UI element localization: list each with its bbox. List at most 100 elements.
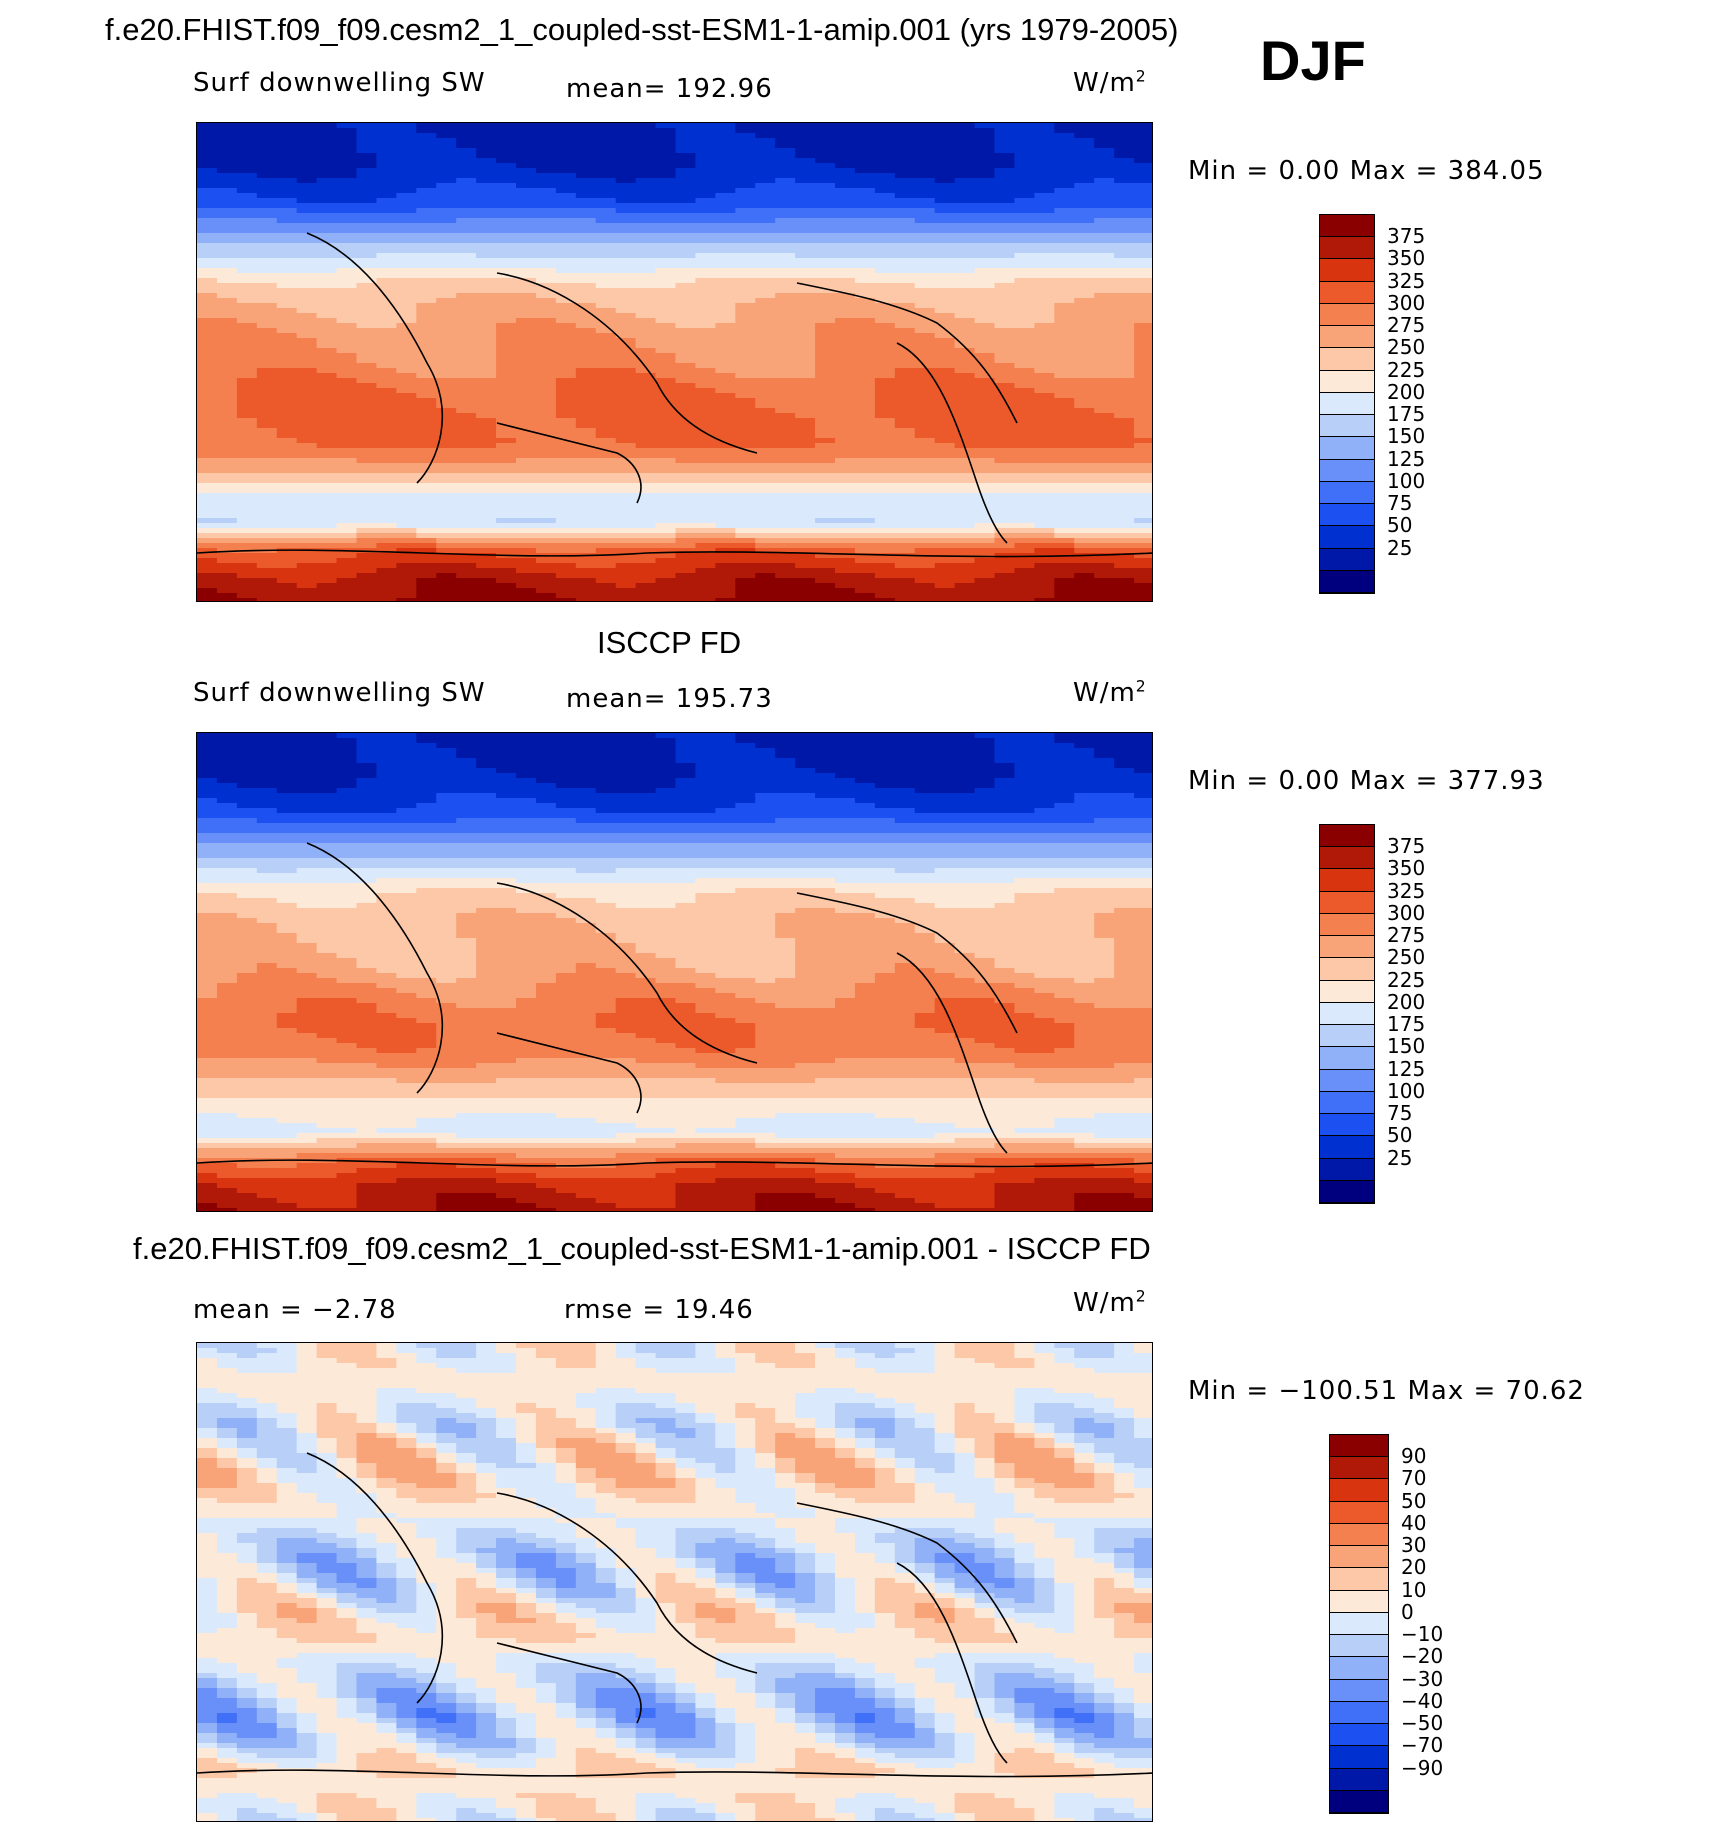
map-cell (396, 143, 417, 149)
map-cell (874, 368, 896, 374)
map-cell (296, 763, 318, 769)
map-cell (854, 578, 876, 584)
map-cell (735, 163, 756, 169)
colorbar-box (1320, 348, 1374, 371)
map-cell (416, 208, 437, 214)
map-cell (795, 123, 816, 129)
map-cell (615, 133, 637, 139)
map-cell (256, 178, 278, 184)
map-cell (236, 198, 258, 204)
map-cell (256, 223, 278, 229)
map-cell (815, 518, 836, 524)
map-cell (994, 298, 1016, 304)
map-cell (336, 563, 358, 569)
map-cell (555, 163, 577, 169)
map-cell (635, 373, 657, 379)
map-cell (835, 258, 856, 264)
map-cell (1074, 358, 1095, 364)
map-cell (735, 758, 756, 764)
map-cell (1014, 378, 1035, 384)
map-cell (1034, 528, 1055, 534)
map-cell (715, 263, 736, 269)
map-cell (655, 308, 677, 314)
map-cell (535, 518, 557, 524)
map-cell (835, 333, 856, 339)
map-cell (416, 463, 437, 469)
map-cell (1114, 188, 1135, 194)
map-cell (735, 468, 756, 474)
map-cell (276, 278, 298, 284)
map-cell (535, 198, 557, 204)
map-cell (635, 753, 657, 759)
map-cell (815, 373, 836, 379)
map-cell (336, 538, 358, 544)
coastline (496, 272, 758, 454)
map-cell (496, 158, 517, 164)
map-cell (436, 428, 457, 434)
map-cell (954, 148, 976, 154)
map-cell (854, 753, 876, 759)
map-cell (316, 183, 338, 189)
map-cell (1134, 473, 1152, 479)
map-cell (695, 503, 716, 509)
map-cell (695, 543, 716, 549)
map-cell (376, 748, 397, 754)
map-cell (1074, 318, 1095, 324)
map-cell (535, 498, 557, 504)
map-cell (416, 143, 437, 149)
map-cell (356, 143, 378, 149)
map-cell (994, 433, 1016, 439)
map-cell (874, 163, 896, 169)
map-cell (835, 348, 856, 354)
map-cell (954, 368, 976, 374)
map-cell (635, 458, 657, 464)
map-cell (775, 258, 796, 264)
map-cell (755, 298, 776, 304)
map-cell (296, 558, 318, 564)
map-cell (934, 298, 956, 304)
map-cell (376, 573, 397, 579)
map-cell (715, 393, 736, 399)
map-cell (934, 593, 956, 599)
map-cell (735, 753, 756, 759)
map-cell (296, 213, 318, 219)
map-cell (974, 463, 996, 469)
map-cell (1054, 583, 1075, 589)
map-cell (535, 463, 557, 469)
map-cell (954, 348, 976, 354)
map-cell (695, 563, 716, 569)
map-cell (476, 373, 497, 379)
map-cell (316, 403, 338, 409)
map-cell (1014, 568, 1035, 574)
map-cell (296, 408, 318, 414)
map-cell (1134, 163, 1152, 169)
map-cell (416, 493, 437, 499)
map-cell (894, 183, 916, 189)
map-cell (216, 583, 238, 589)
map-cell (635, 413, 657, 419)
map-cell (755, 293, 776, 299)
map-cell (296, 733, 318, 739)
map-cell (476, 338, 497, 344)
map-cell (456, 498, 477, 504)
map-cell (755, 378, 776, 384)
map-cell (1134, 763, 1152, 769)
map-cell (476, 148, 497, 154)
map-cell (356, 163, 378, 169)
map-cell (835, 373, 856, 379)
map-cell (695, 308, 716, 314)
map-cell (476, 333, 497, 339)
map-cell (1134, 258, 1152, 264)
map-cell (535, 258, 557, 264)
map-cell (1114, 488, 1135, 494)
map-cell (316, 138, 338, 144)
map-cell (1054, 473, 1075, 479)
map-cell (1094, 373, 1115, 379)
map-cell (376, 558, 397, 564)
map-cell (1034, 388, 1055, 394)
map-cell (894, 293, 916, 299)
map-cell (1054, 203, 1075, 209)
map-cell (436, 253, 457, 259)
map-cell (535, 358, 557, 364)
map-cell (436, 593, 457, 599)
